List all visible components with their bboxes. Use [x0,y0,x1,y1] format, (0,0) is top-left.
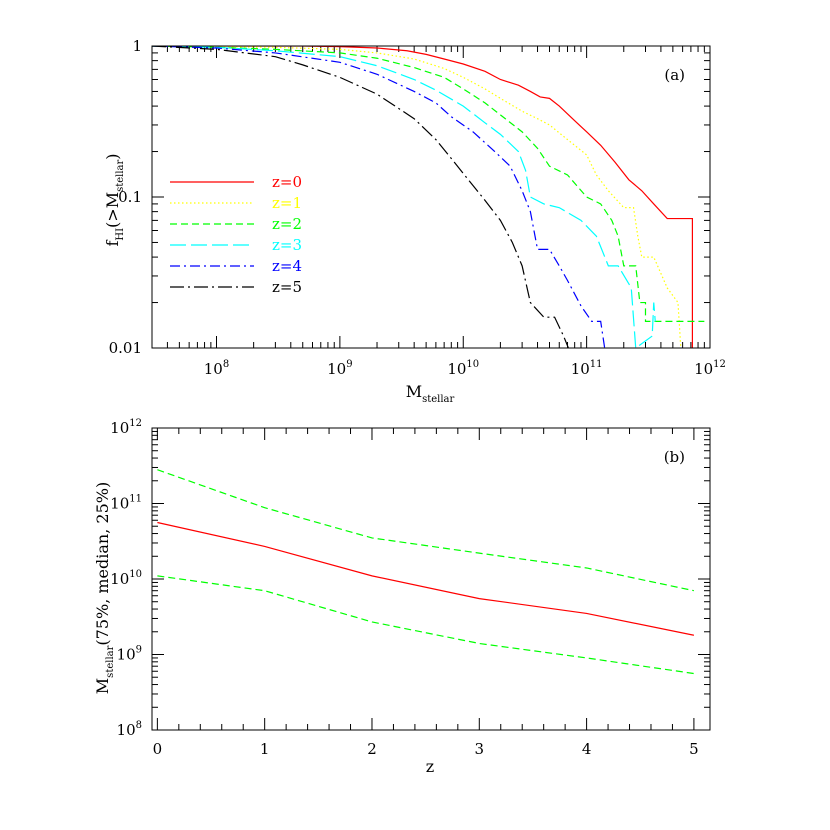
panel-a-label: (a) [664,66,685,84]
a-series-line-1 [152,46,682,348]
panel-a-xlabel-sub: stellar [422,394,454,405]
panel-b-label: (b) [664,448,685,466]
x-tick-label: 1010 [447,359,479,378]
panel-a-ylabel-sub2: stellar [115,159,126,191]
x-tick-label: 3 [475,740,485,758]
a-series-line-0 [152,46,694,348]
panel-b-ylabel: Mstellar(75%, median, 25%) [93,482,116,694]
x-tick-label: 5 [689,740,699,758]
panel-a: 108 109 1010 1011 1012 0.01 0.1 1 (a) z=0 z=1 z=2… [103,37,726,405]
panel-b-frame [151,427,711,731]
b-series-line-0 [157,469,695,592]
legend-label: z=3 [272,236,302,254]
panel-b-ticks [152,427,710,731]
b-series-line-2 [157,575,694,675]
b-series-line-1 [157,521,695,636]
a-series-line-5 [152,46,570,348]
legend-label: z=5 [272,278,302,296]
x-tick-label: 4 [582,740,592,758]
panel-a-xlabel-main: M [406,382,422,401]
y-tick-label: 0.1 [118,188,142,206]
panel-b-ylabel-sub: stellar [105,645,116,677]
panel-a-ylabel-sub1: HI [115,228,126,241]
panel-b-tick-labels: 0 1 2 3 4 5 108 109 1010 1011 1012 [110,418,699,758]
a-series-line-3 [152,46,656,348]
y-tick-label: 0.01 [109,339,142,357]
x-tick-label: 109 [327,359,352,378]
panel-a-ylabel-suffix: ) [103,153,122,159]
x-tick-label: 1011 [571,359,603,378]
a-series-line-4 [152,46,606,348]
legend-label: z=0 [272,173,302,191]
panel-a-tick-labels: 108 109 1010 1011 1012 0.01 0.1 1 [109,37,726,378]
x-tick-label: 0 [153,740,163,758]
legend-label: z=1 [272,194,302,212]
x-tick-label: 1012 [694,359,726,378]
panel-b-xlabel: z [426,757,434,776]
panel-a-ylabel-mid: (>M [103,192,122,228]
legend-label: z=4 [272,257,302,275]
panel-a-ylabel-prefix: f [103,240,122,247]
y-tick-label: 1011 [110,494,142,513]
panel-a-ticks [151,45,711,349]
panel-b-ylabel-suffix: (75%, median, 25%) [93,482,112,646]
a-series-line-2 [152,46,705,323]
y-tick-label: 1 [132,37,142,55]
panel-a-series [152,46,705,348]
panel-b-series [157,469,695,675]
y-tick-label: 1012 [110,418,142,437]
panel-a-xlabel: Mstellar [406,382,455,405]
panel-a-frame [151,45,711,349]
panel-b: 0 1 2 3 4 5 108 109 1010 1011 1012 (b) z Mstellar(… [93,418,711,776]
y-tick-label: 1010 [110,569,142,588]
x-tick-label: 108 [204,359,229,378]
x-tick-label: 1 [260,740,270,758]
panel-b-ylabel-main: M [93,678,112,694]
panel-a-legend: z=0 z=1 z=2 z=3 z=4 z=5 [170,173,302,296]
y-tick-label: 109 [117,645,142,664]
panel-a-ylabel: fHI(>Mstellar) [103,153,126,246]
legend-label: z=2 [272,215,302,233]
x-tick-label: 2 [367,740,377,758]
y-tick-label: 108 [117,720,142,739]
